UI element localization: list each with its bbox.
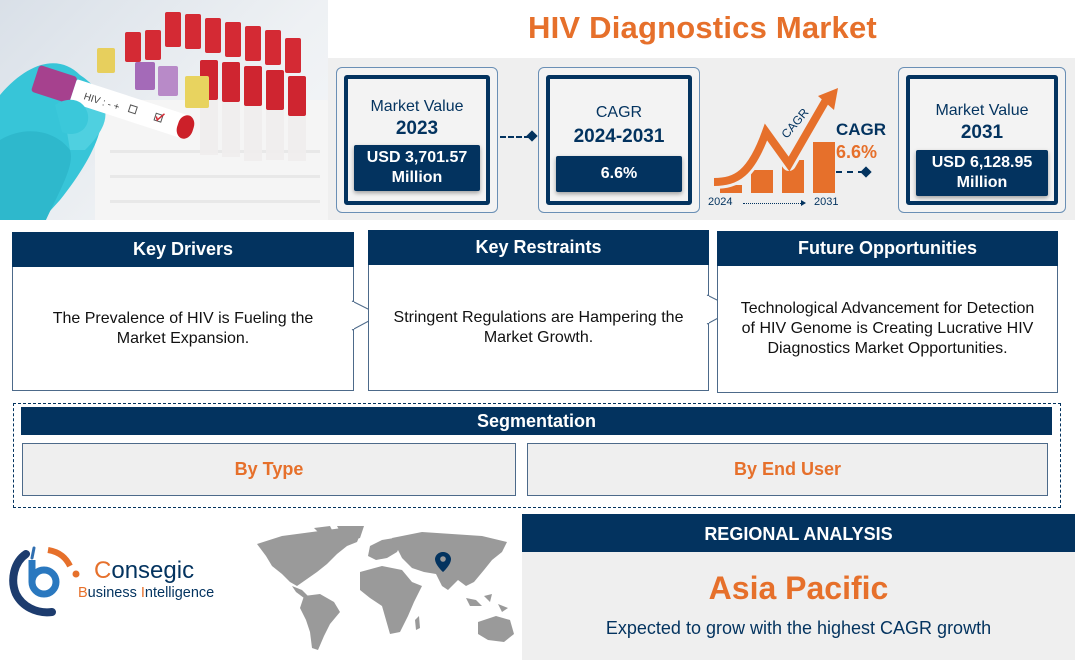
logo-name-rest: onsegic — [111, 557, 195, 584]
market-value-2023-value: USD 3,701.57 Million — [354, 145, 480, 191]
future-opportunities-text: Technological Advancement for Detection … — [717, 266, 1058, 393]
consegic-logo: Consegic Business Intelligence — [8, 540, 238, 620]
value-unit: Million — [956, 174, 1008, 191]
growth-chart-icon: CAGR — [713, 88, 838, 193]
segmentation-title: Segmentation — [21, 407, 1052, 435]
tagline-i: I — [140, 585, 145, 601]
start-year: 2024 — [708, 196, 733, 208]
value-amount: USD 3,701.57 — [366, 149, 468, 166]
card-label: Market Value — [935, 102, 1029, 119]
key-drivers-title: Key Drivers — [12, 232, 354, 267]
logo-mark-icon — [9, 546, 80, 617]
page-title: HIV Diagnostics Market — [528, 10, 877, 45]
world-map-illustration — [257, 526, 514, 650]
cagr-card: CAGR 2024-2031 6.6% — [538, 67, 700, 213]
photo-illustration: HIV : - + — [0, 12, 328, 220]
regional-analysis-panel: Asia Pacific Expected to grow with the h… — [522, 552, 1075, 660]
card-label: Market Value — [370, 98, 464, 115]
region-description: Expected to grow with the highest CAGR g… — [605, 618, 992, 638]
segmentation-frame — [13, 403, 1061, 508]
arrow-head-icon — [801, 200, 806, 206]
key-restraints-title: Key Restraints — [368, 230, 709, 265]
market-value-2031-value: USD 6,128.95 Million — [916, 150, 1048, 196]
location-pin-icon — [435, 552, 451, 572]
market-value-2031-card: Market Value 2031 USD 6,128.95 Million — [898, 67, 1066, 213]
future-opportunities-title: Future Opportunities — [717, 231, 1058, 266]
card-year: 2023 — [395, 118, 439, 139]
connector-line — [500, 136, 530, 138]
segment-by-type[interactable]: By Type — [22, 443, 516, 496]
hiv-test-tube-photo: HIV : - + — [0, 0, 328, 220]
end-year: 2031 — [814, 196, 839, 208]
logo-tagline: Business Intelligence — [78, 585, 214, 601]
tagline-ntelligence: ntelligence — [144, 585, 215, 601]
key-drivers-box: Key Drivers The Prevalence of HIV is Fue… — [12, 232, 354, 391]
cagr-growth-graphic: CAGR CAGR 6.6% 2024 2031 — [706, 82, 896, 212]
timeline-arrow — [743, 203, 803, 204]
key-drivers-text: The Prevalence of HIV is Fueling the Mar… — [12, 267, 354, 391]
segment-by-end-user[interactable]: By End User — [527, 443, 1048, 496]
card-label: CAGR — [595, 104, 643, 121]
value-amount: USD 6,128.95 — [931, 154, 1033, 171]
key-restraints-box: Key Restraints Stringent Regulations are… — [368, 230, 709, 391]
future-opportunities-box: Future Opportunities Technological Advan… — [717, 231, 1058, 393]
key-restraints-text: Stringent Regulations are Hampering the … — [368, 265, 709, 391]
region-name: Asia Pacific — [708, 570, 889, 606]
card-period: 2024-2031 — [573, 126, 665, 147]
connector-line — [836, 171, 864, 173]
tagline-usiness: usiness — [87, 585, 141, 601]
regional-analysis-title: REGIONAL ANALYSIS — [522, 514, 1075, 552]
value-unit: Million — [391, 169, 443, 186]
cagr-side-value: 6.6% — [836, 142, 878, 162]
logo-initial: C — [94, 557, 112, 584]
cagr-value: 6.6% — [556, 156, 682, 192]
market-value-2023-card: Market Value 2023 USD 3,701.57 Million — [336, 67, 498, 213]
tagline-b: B — [78, 585, 88, 601]
card-year: 2031 — [960, 122, 1004, 143]
logo-name: Consegic — [94, 557, 194, 585]
world-map — [252, 524, 517, 654]
cagr-side-label: CAGR — [836, 120, 887, 139]
